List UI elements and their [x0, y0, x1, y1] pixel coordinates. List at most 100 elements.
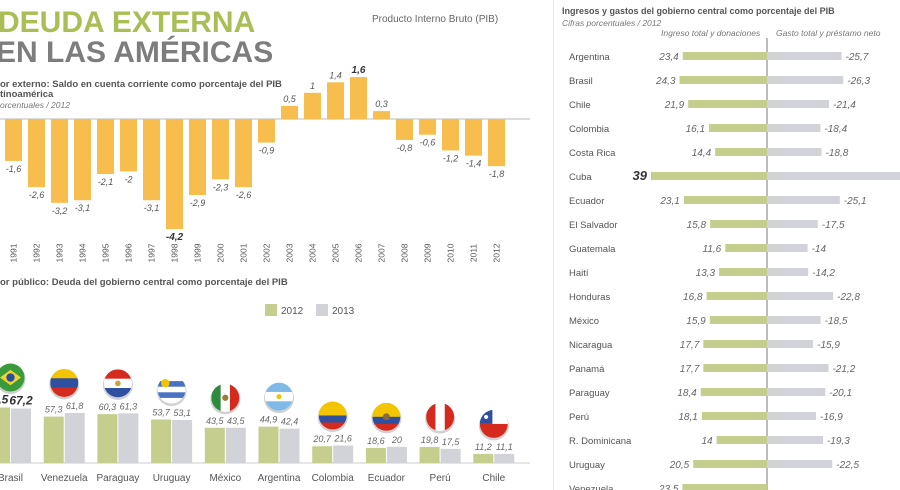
income-bar-Honduras: [706, 292, 767, 300]
income-bar-Venezuela: [682, 484, 767, 490]
bar-2011: [465, 119, 482, 156]
bar-2006: [350, 77, 367, 119]
bar-2013-Ecuador: [386, 446, 407, 463]
flag-stripe: [435, 402, 446, 431]
income-bar-Cuba: [651, 172, 767, 180]
country-label-R. Dominicana: R. Dominicana: [569, 436, 632, 447]
value-label-2013-Ecuador: 20: [391, 435, 402, 445]
value-label-2012-Venezuela: 57,3: [45, 405, 63, 415]
spending-bar-Perú: [767, 412, 817, 420]
fiscal-title: Ingresos y gastos del gobierno central c…: [562, 6, 835, 16]
flag-stripe: [229, 383, 240, 412]
value-label-1994: -3,1: [75, 203, 91, 213]
chile-flag: [478, 409, 509, 441]
spending-bar-Chile: [767, 100, 830, 108]
income-bar-Haití: [719, 268, 767, 276]
income-label-Venezuela: 23,5: [658, 484, 679, 490]
income-label-Costa Rica: 14,4: [692, 148, 712, 159]
spending-label-Perú: -16,9: [820, 412, 843, 423]
bar-2012-México: [204, 427, 225, 463]
spending-label-Paraguay: -20,1: [829, 388, 852, 399]
value-label-2001: -2,6: [236, 190, 252, 200]
flag-stripe: [318, 415, 347, 424]
country-label-Honduras: Honduras: [569, 292, 610, 303]
flag-stripe: [50, 378, 79, 389]
value-label-2013-Brasil: 67,2: [9, 394, 33, 408]
value-label-2008: -0,8: [397, 143, 413, 153]
spending-bar-Colombia: [767, 124, 821, 132]
spending-label-Uruguay: -22,5: [836, 460, 859, 471]
income-label-Paraguay: 18,4: [677, 388, 697, 399]
flag-stripe: [157, 392, 186, 399]
spending-label-Guatemala: -14: [812, 244, 827, 255]
bar-2013-Brasil: [11, 408, 31, 463]
value-label-1999: -2,9: [190, 198, 206, 208]
income-label-El Salvador: 15,8: [687, 220, 707, 231]
income-bar-Guatemala: [725, 244, 767, 252]
bar-2012: [488, 119, 505, 167]
spending-label-Brasil: -26,3: [847, 76, 870, 87]
flag-part: [222, 394, 229, 401]
fiscal-units: Cifras porcentuales / 2012: [562, 18, 662, 28]
spending-bar-Honduras: [767, 292, 834, 300]
value-label-2013-México: 43,5: [227, 416, 246, 426]
panel-divider: [553, 0, 554, 490]
flag-part: [382, 413, 390, 421]
bar-2012-Ecuador: [365, 447, 386, 463]
value-label-1998: -4,2: [166, 232, 184, 243]
paraguay-flag: [102, 369, 133, 400]
year-label-2010: 2010: [446, 243, 456, 262]
income-label-Chile: 21,9: [664, 100, 685, 111]
flag-stripe: [479, 423, 508, 438]
value-label-2003: 0,5: [283, 94, 297, 104]
country-label-El Salvador: El Salvador: [569, 220, 618, 231]
income-label-Cuba: 39: [633, 168, 648, 183]
public-debt-subtitle: or público: Deuda del gobierno central c…: [0, 277, 288, 288]
uruguay-flag: [156, 375, 187, 407]
spending-label-Honduras: -22,8: [837, 292, 860, 303]
country-label-Brasil: Brasil: [569, 76, 593, 87]
value-label-1997: -3,1: [144, 203, 160, 213]
income-label-Honduras: 16,8: [683, 292, 703, 303]
current-account-chart: -1,6 1991 -2,6 1992 -3,2 1993 -3,1 1994 -2,1 1995…: [0, 65, 530, 262]
pib-label: Producto Interno Bruto (PIB): [372, 14, 499, 25]
value-label-1992: -2,6: [29, 190, 45, 200]
spending-bar-Panamá: [767, 364, 829, 372]
value-label-2011: -1,4: [466, 159, 482, 169]
flag-stripe: [103, 388, 132, 398]
flag-part: [6, 373, 15, 382]
flag-stripe: [265, 401, 293, 411]
bar-2012-Chile: [473, 453, 494, 463]
bar-2007: [373, 111, 390, 119]
country-label-Paraguay: Paraguay: [569, 388, 610, 399]
spending-bar-Guatemala: [767, 244, 808, 252]
country-label-Cuba: Cuba: [569, 172, 592, 183]
income-bar-Paraguay: [700, 388, 767, 396]
year-label-2012: 2012: [492, 243, 502, 262]
spending-label-Costa Rica: -18,8: [826, 148, 849, 159]
spending-label-México: -18,5: [825, 316, 848, 327]
income-label-Uruguay: 20,5: [669, 460, 690, 471]
year-label-2009: 2009: [423, 243, 433, 262]
spending-label-Colombia: -18,4: [824, 124, 847, 135]
spending-label-Panamá: -21,2: [832, 364, 855, 375]
country-label-Paraguay: Paraguay: [96, 473, 139, 484]
bar-2000: [212, 119, 229, 180]
income-bar-Uruguay: [693, 460, 767, 468]
income-label-Haití: 13,3: [696, 268, 716, 279]
ecuador-flag: [371, 402, 402, 434]
bar-2004: [304, 92, 321, 119]
country-label-Argentina: Argentina: [258, 473, 301, 484]
income-label-R. Dominicana: 14: [701, 436, 713, 447]
year-label-2003: 2003: [285, 243, 295, 262]
spending-bar-Ecuador: [767, 196, 840, 204]
flag-part: [484, 414, 489, 420]
flag-stripe: [103, 369, 132, 380]
value-label-2013-Perú: 17,5: [442, 437, 461, 447]
income-label-Brasil: 24,3: [655, 76, 676, 87]
flag-stripe: [157, 386, 186, 393]
flag-stripe: [318, 401, 347, 410]
main-title-line2: EN LAS AMÉRICAS: [0, 36, 274, 69]
value-label-2005: 1,4: [329, 70, 342, 80]
flag-stripe: [265, 382, 293, 393]
